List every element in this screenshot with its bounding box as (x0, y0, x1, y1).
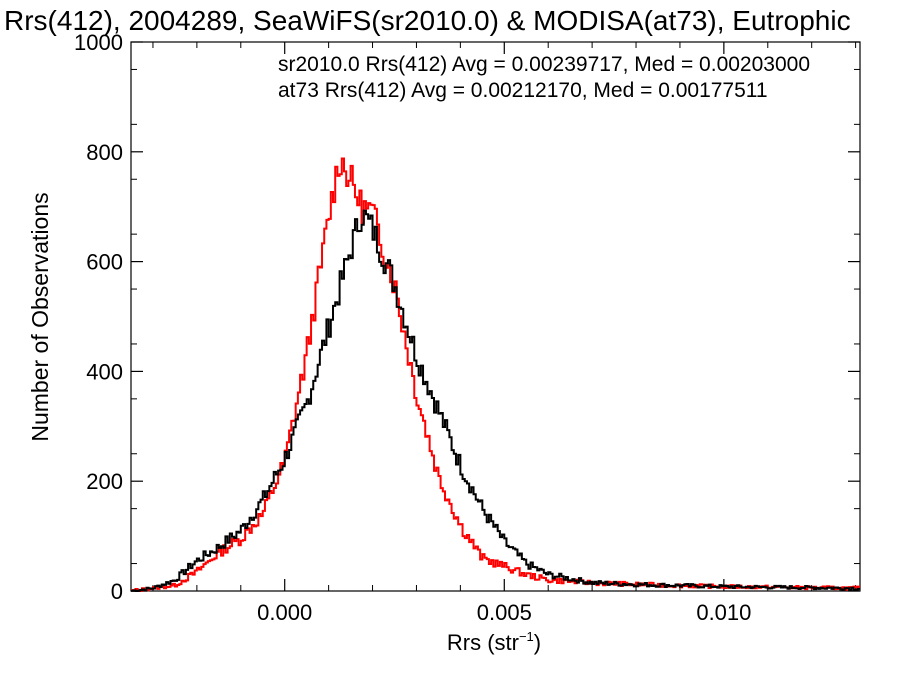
y-tick-label: 0 (111, 579, 123, 604)
plot-frame (130, 41, 861, 592)
y-axis-label: Number of Observations (27, 192, 53, 441)
plot-border (130, 41, 861, 592)
histogram-series-black (131, 209, 860, 592)
annotation-red-stats: at73 Rrs(412) Avg = 0.00212170, Med = 0.… (278, 79, 768, 102)
x-tick-label: 0.005 (477, 600, 532, 625)
y-tick-label: 600 (86, 250, 123, 275)
y-tick-label: 200 (86, 469, 123, 494)
y-tick-label: 800 (86, 140, 123, 165)
y-axis: 0 200 400 600 800 1000 (74, 30, 860, 604)
histogram-series-red (131, 157, 860, 592)
y-tick-label: 1000 (74, 30, 123, 55)
annotation-black-stats: sr2010.0 Rrs(412) Avg = 0.00239717, Med … (278, 53, 810, 76)
x-tick-label: 0.000 (257, 600, 312, 625)
y-tick-label: 400 (86, 359, 123, 384)
x-axis: 0.000 0.005 0.010 (152, 42, 857, 625)
x-axis-label-main: Rrs (str (447, 630, 519, 655)
x-axis-label-close: ) (534, 630, 541, 655)
chart-title: Rrs(412), 2004289, SeaWiFS(sr2010.0) & M… (4, 5, 851, 36)
x-tick-label: 0.010 (696, 600, 751, 625)
x-axis-label-superscript: −1 (519, 629, 534, 644)
x-axis-label: Rrs (str−1) (447, 629, 541, 655)
series-layer (131, 157, 860, 592)
